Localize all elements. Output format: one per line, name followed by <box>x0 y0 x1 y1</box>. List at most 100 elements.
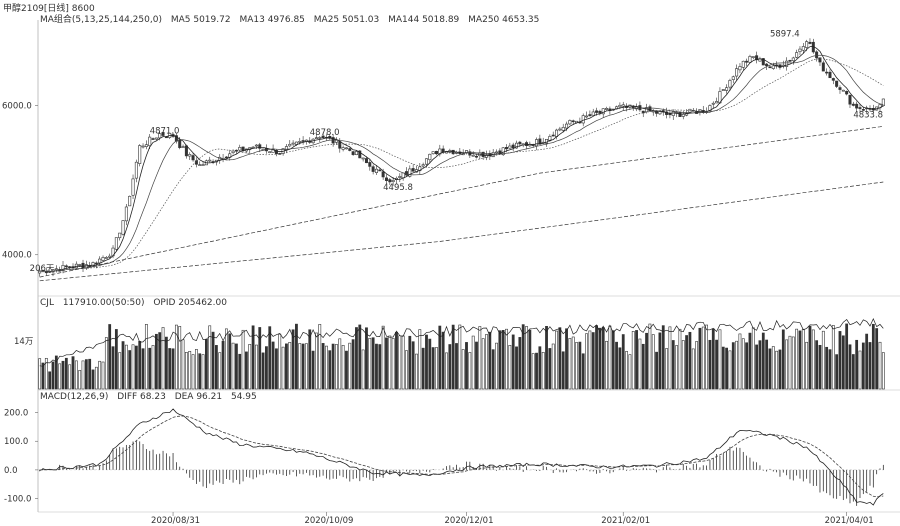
candle-body <box>141 145 145 148</box>
volume-bar <box>285 343 288 390</box>
candle-body <box>855 103 859 109</box>
candle-body <box>418 166 422 172</box>
volume-bar <box>161 327 165 390</box>
ma-header[interactable]: MA组合(5,13,25,144,250,0) MA5 5019.72 MA13… <box>40 12 545 25</box>
candle-body <box>801 46 805 51</box>
volume-bar <box>501 330 505 390</box>
volume-bar <box>278 333 282 390</box>
macd-label[interactable]: MACD(12,26,9) <box>40 392 109 402</box>
volume-bar <box>381 325 385 390</box>
volume-bar <box>725 347 729 390</box>
volume-bar <box>745 342 749 390</box>
volume-bar <box>328 350 332 390</box>
candle-body <box>585 115 589 118</box>
date-tick-label: 2020/12/01 <box>445 516 494 526</box>
candle-body <box>848 95 852 105</box>
volume-bar <box>61 360 65 390</box>
volume-bar <box>835 354 839 390</box>
candle-body <box>374 168 378 173</box>
volume-bar <box>535 352 538 390</box>
volume-bar <box>188 350 192 390</box>
volume-bar <box>611 330 615 390</box>
volume-bar <box>395 332 398 390</box>
volume-bar <box>295 323 298 390</box>
volume-bar <box>608 325 612 390</box>
volume-bar <box>518 337 522 390</box>
candle-body <box>38 270 42 274</box>
volume-bar <box>651 334 655 390</box>
candle-body <box>605 108 609 110</box>
volume-bar <box>808 325 812 390</box>
candle-body <box>344 147 348 150</box>
candle-body <box>835 80 839 87</box>
volume-bar <box>838 331 842 390</box>
volume-bar <box>81 360 85 390</box>
volume-bar <box>355 327 358 390</box>
candle-body <box>434 150 438 155</box>
volume-bar <box>68 364 72 390</box>
volume-bar <box>371 337 375 390</box>
volume-bar <box>495 342 498 390</box>
volume-bar <box>455 343 458 390</box>
candle-body <box>481 151 485 157</box>
volume-bar <box>741 338 745 390</box>
volume-bar <box>361 349 365 390</box>
price-annotation: 206天 <box>30 264 55 274</box>
candle-body <box>821 62 825 72</box>
volume-bar <box>735 340 739 390</box>
candle-body <box>314 137 318 140</box>
volume-bar <box>638 338 642 390</box>
candle-body <box>258 144 262 149</box>
volume-bar <box>771 346 775 390</box>
volume-bar <box>51 361 55 390</box>
volume-bar <box>268 326 272 390</box>
candle-body <box>791 57 795 62</box>
candle-body <box>398 176 402 178</box>
candle-body <box>144 144 148 147</box>
candle-body <box>511 144 515 149</box>
ma-combo-label[interactable]: MA组合(5,13,25,144,250,0) <box>40 15 162 25</box>
macd-header[interactable]: MACD(12,26,9) DIFF 68.23 DEA 96.21 54.95 <box>40 392 263 402</box>
volume-bar <box>505 328 508 390</box>
volume-bar <box>235 343 238 390</box>
macd-tick-label: -100.0 <box>4 495 31 505</box>
candle-body <box>378 169 382 172</box>
volume-bar <box>44 357 48 390</box>
candle-body <box>861 109 865 111</box>
volume-bar <box>171 348 175 390</box>
opid-line <box>39 317 884 367</box>
volume-bar <box>468 352 472 390</box>
candle-body <box>134 161 138 179</box>
candle-body <box>98 258 102 264</box>
volume-bar <box>411 341 415 390</box>
volume-bar <box>461 349 465 390</box>
volume-bar <box>815 340 819 390</box>
diff-value: DIFF 68.23 <box>117 392 166 402</box>
candle-body <box>841 89 845 92</box>
candle-body <box>795 52 799 58</box>
cjl-label[interactable]: CJL <box>40 298 54 308</box>
volume-bar <box>348 342 352 390</box>
volume-bar <box>415 353 418 390</box>
volume-header[interactable]: CJL 117910.00(50:50) OPID 205462.00 <box>40 298 233 308</box>
macd-tick-label: 0.0 <box>4 466 18 476</box>
volume-bar <box>508 345 512 390</box>
volume-bar <box>661 325 665 390</box>
volume-bar <box>511 334 515 390</box>
volume-bar <box>311 350 315 390</box>
volume-bar <box>785 339 789 390</box>
volume-bar <box>755 344 759 390</box>
volume-bar <box>151 345 155 390</box>
volume-bar <box>158 332 162 390</box>
candle-body <box>351 151 355 155</box>
volume-bar <box>665 348 668 390</box>
candle-body <box>808 41 812 44</box>
candle-body <box>598 110 602 114</box>
candle-body <box>198 164 202 166</box>
volume-bar <box>291 329 295 390</box>
volume-bar <box>635 330 638 390</box>
candle-body <box>721 89 725 91</box>
candle-body <box>118 232 122 239</box>
volume-bar <box>405 350 408 390</box>
candle-body <box>101 257 105 261</box>
